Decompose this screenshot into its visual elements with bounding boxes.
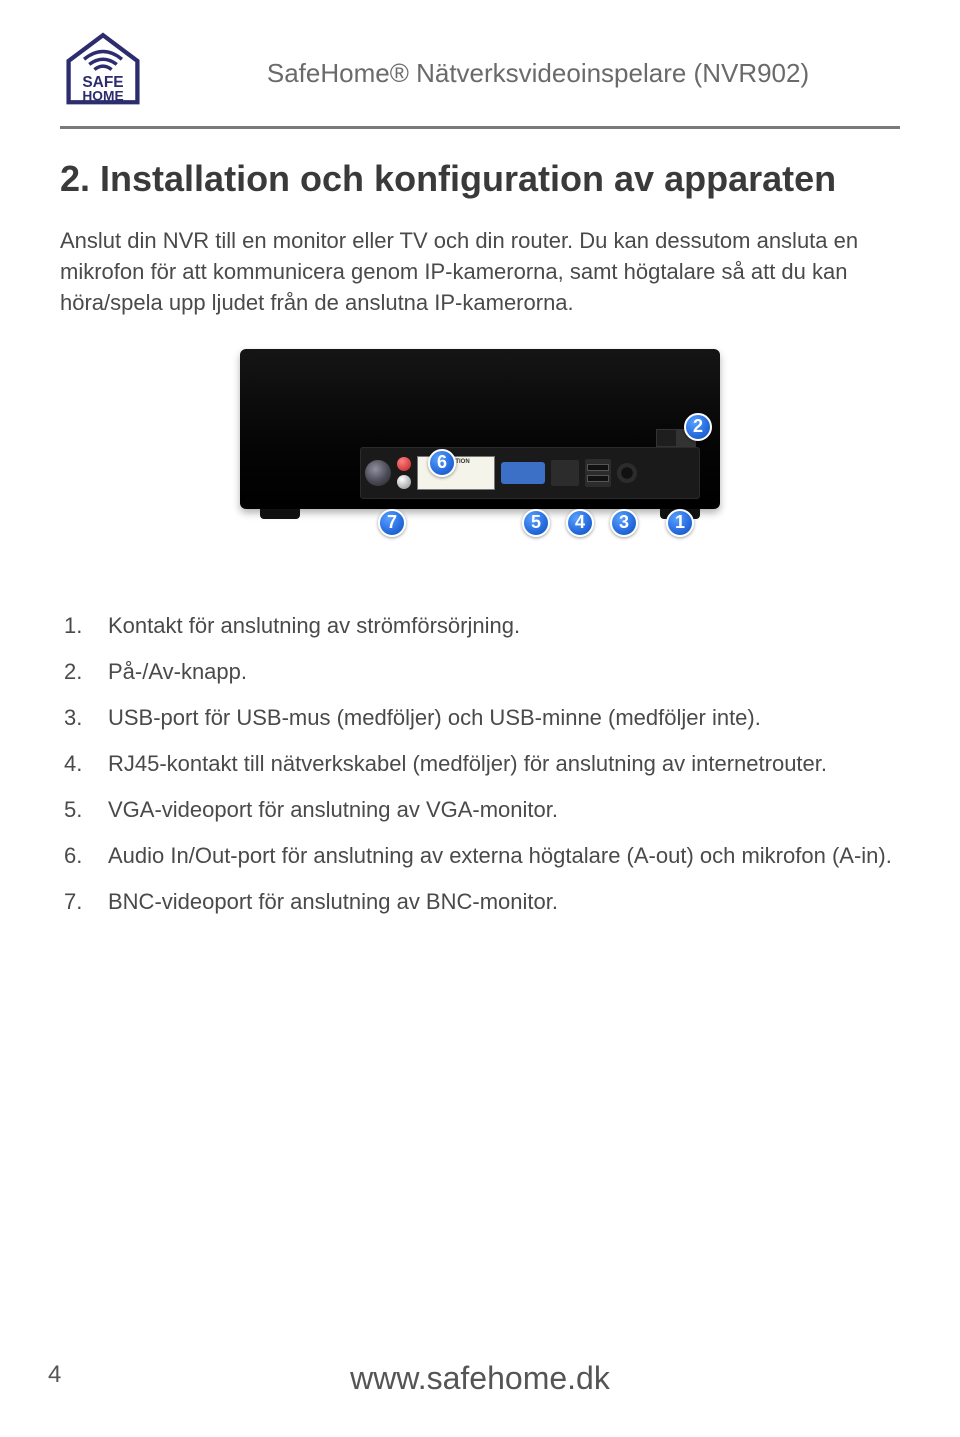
callout-7: 7 — [378, 509, 406, 537]
list-item-text: VGA-videoport för anslutning av VGA-moni… — [108, 793, 558, 827]
callout-1: 1 — [666, 509, 694, 537]
callout-3: 3 — [610, 509, 638, 537]
device-back-panel: CAUTION — [360, 447, 700, 499]
callout-6: 6 — [428, 449, 456, 477]
list-item-text: På-/Av-knapp. — [108, 655, 247, 689]
safehome-logo: SAFE HOME — [60, 30, 146, 116]
list-item: På-/Av-knapp. — [64, 655, 900, 689]
list-item: Audio In/Out-port för anslutning av exte… — [64, 839, 900, 873]
list-item-text: Audio In/Out-port för anslutning av exte… — [108, 839, 892, 873]
vga-port — [501, 462, 545, 484]
bnc-port — [365, 460, 391, 486]
list-item: BNC-videoport för anslutning av BNC-moni… — [64, 885, 900, 919]
dc-power-port — [617, 463, 637, 483]
page-header: SAFE HOME SafeHome® Nätverksvideoinspela… — [60, 30, 900, 129]
footer-url: www.safehome.dk — [0, 1360, 960, 1397]
section-intro: Anslut din NVR till en monitor eller TV … — [60, 226, 900, 318]
header-title: SafeHome® Nätverksvideoinspelare (NVR902… — [176, 58, 900, 89]
svg-text:HOME: HOME — [82, 89, 123, 104]
port-list: Kontakt för anslutning av strömförsörjni… — [60, 609, 900, 920]
list-item-text: RJ45-kontakt till nätverkskabel (medfölj… — [108, 747, 827, 781]
list-item-text: Kontakt för anslutning av strömförsörjni… — [108, 609, 520, 643]
audio-in-port — [397, 475, 411, 489]
list-item: Kontakt för anslutning av strömförsörjni… — [64, 609, 900, 643]
audio-out-port — [397, 457, 411, 471]
list-item: VGA-videoport för anslutning av VGA-moni… — [64, 793, 900, 827]
list-item-text: BNC-videoport för anslutning av BNC-moni… — [108, 885, 558, 919]
device-figure: CAUTION 2 6 7 5431 — [60, 349, 900, 569]
list-item: RJ45-kontakt till nätverkskabel (medfölj… — [64, 747, 900, 781]
section-heading: 2. Installation och konfiguration av app… — [60, 157, 900, 200]
list-item: USB-port för USB-mus (medföljer) och USB… — [64, 701, 900, 735]
audio-ports — [397, 457, 411, 489]
callout-2: 2 — [684, 413, 712, 441]
usb-ports — [585, 459, 611, 487]
callout-5: 5 — [522, 509, 550, 537]
callout-4: 4 — [566, 509, 594, 537]
rj45-port — [551, 460, 579, 486]
list-item-text: USB-port för USB-mus (medföljer) och USB… — [108, 701, 761, 735]
